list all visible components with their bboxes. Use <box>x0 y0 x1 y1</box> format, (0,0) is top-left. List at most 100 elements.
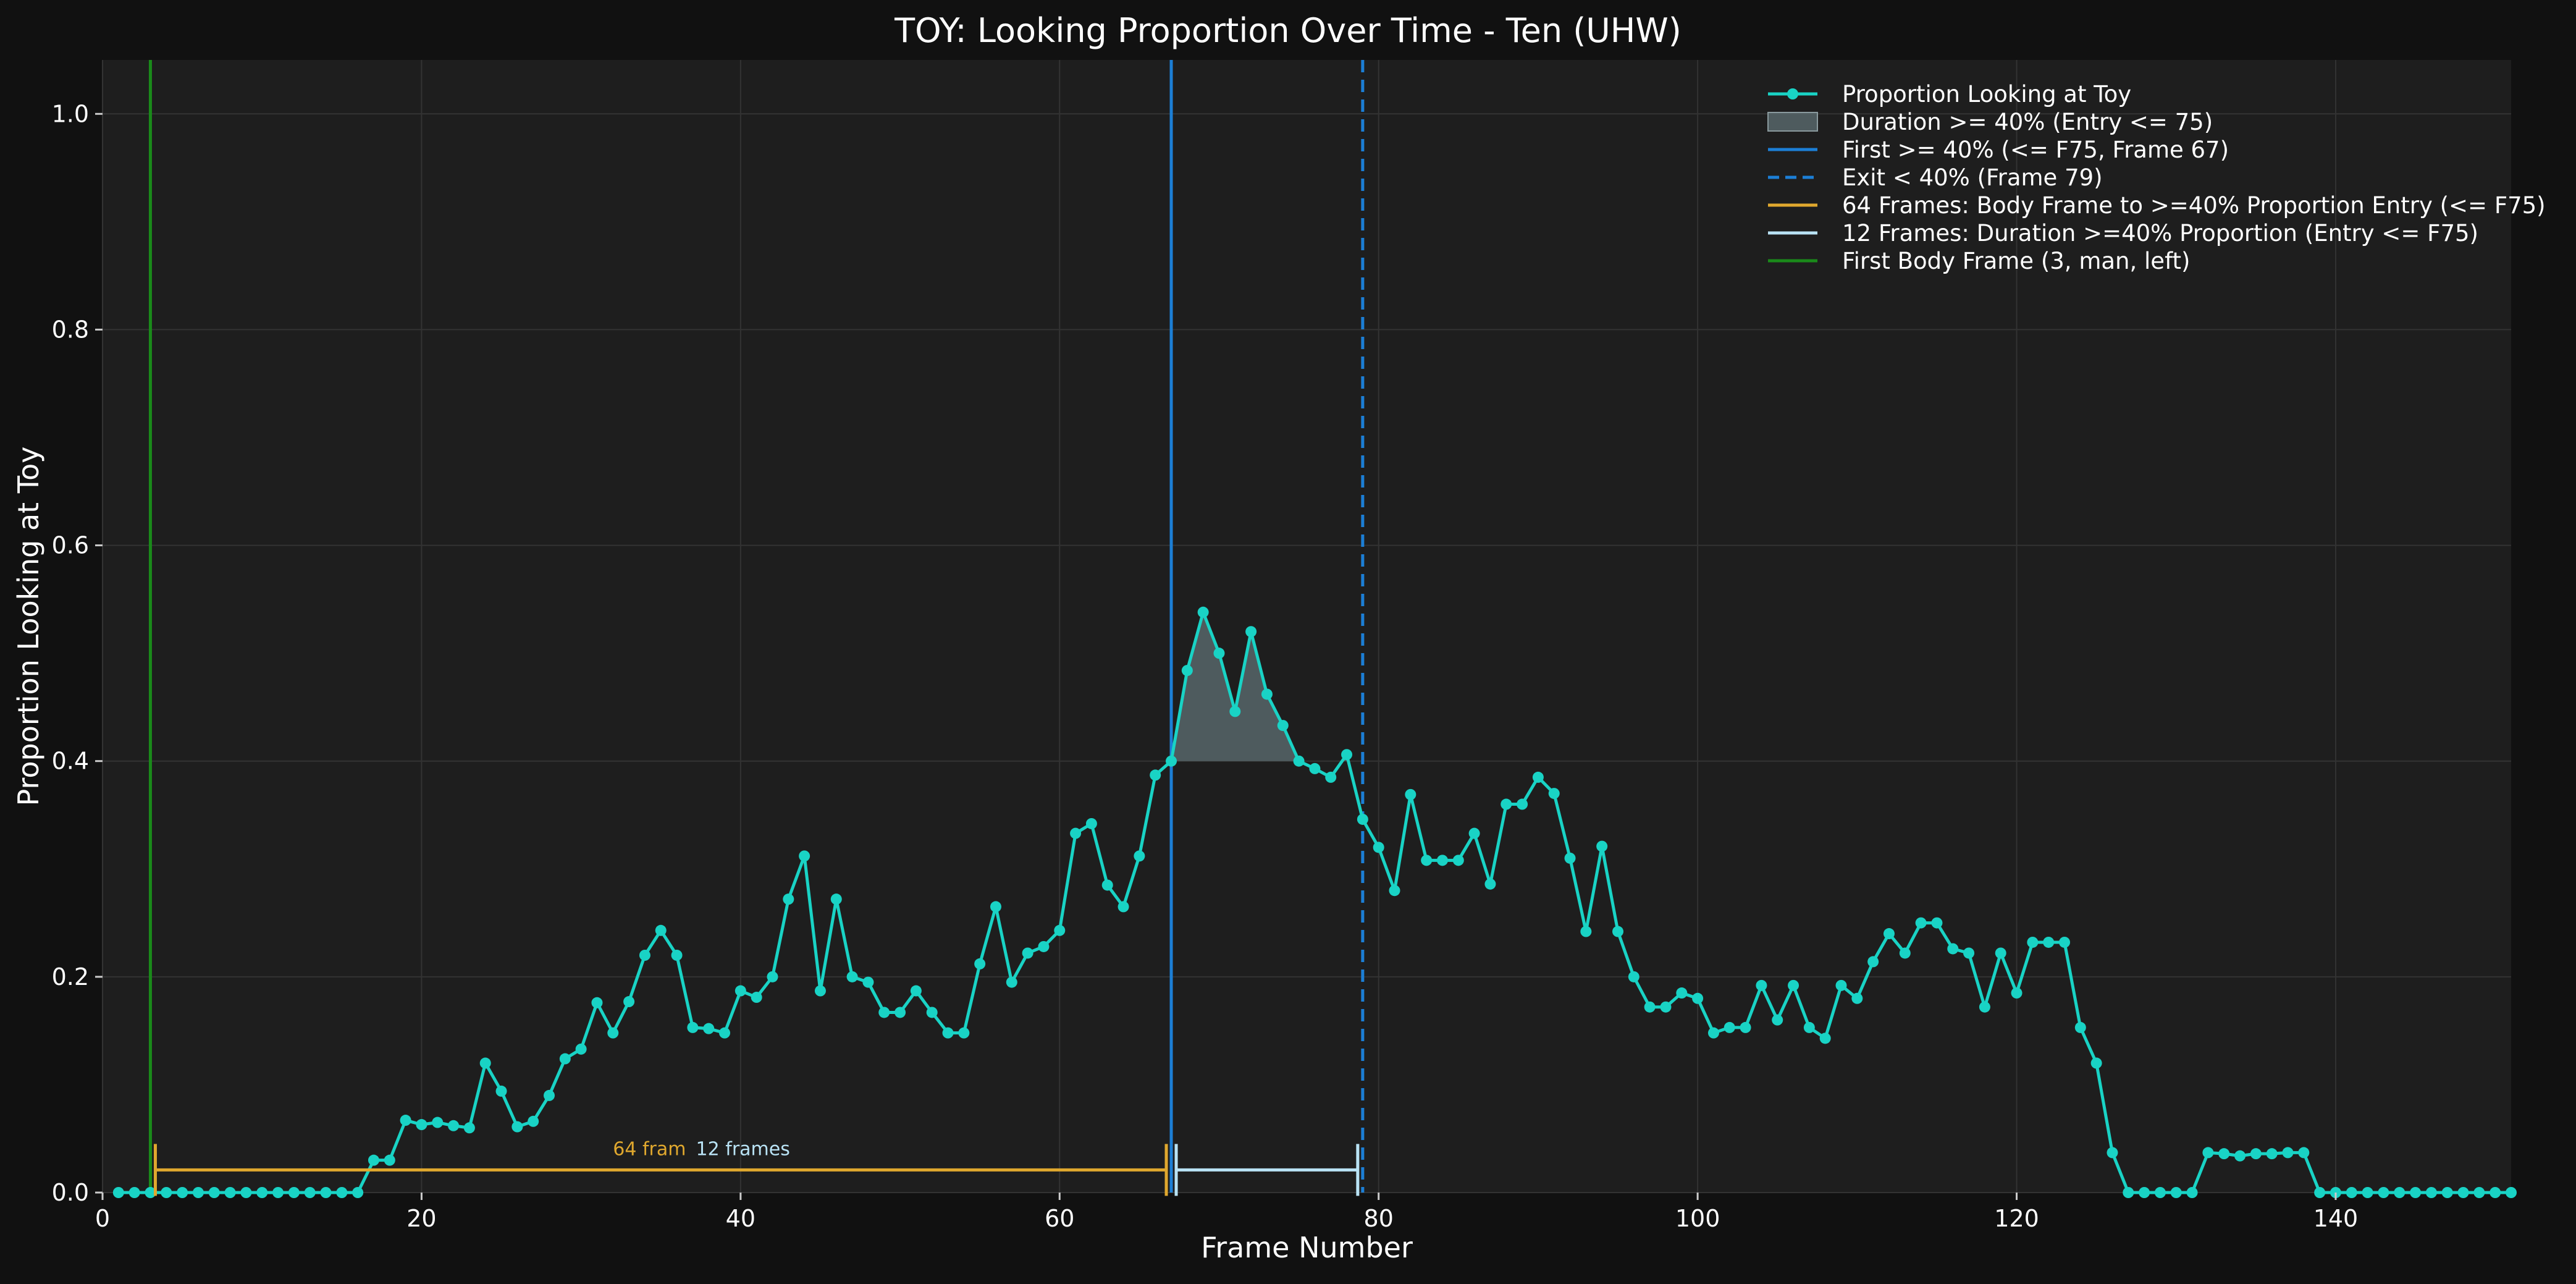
data-point <box>1373 842 1384 853</box>
y-tick-label: 0.6 <box>52 532 89 559</box>
data-point <box>575 1043 587 1055</box>
data-point <box>1740 1021 1751 1033</box>
data-point <box>1851 992 1863 1004</box>
data-point <box>528 1115 539 1127</box>
data-point <box>1022 947 1033 959</box>
data-point <box>128 1187 140 1198</box>
x-tick-label: 80 <box>1364 1205 1394 1232</box>
data-point <box>2027 936 2039 948</box>
data-point <box>1564 852 1576 864</box>
data-point <box>830 893 842 905</box>
data-point <box>974 958 986 969</box>
data-point <box>1341 749 1353 761</box>
data-point <box>894 1007 906 1018</box>
data-point <box>734 985 746 997</box>
data-point <box>751 992 762 1003</box>
data-point <box>1979 1001 1990 1013</box>
data-point <box>607 1027 619 1039</box>
data-point <box>2266 1148 2278 1160</box>
data-point <box>2394 1187 2406 1198</box>
data-point <box>352 1187 364 1198</box>
legend-swatch-marker <box>1787 88 1798 99</box>
data-point <box>1389 885 1400 897</box>
data-point <box>1261 688 1273 700</box>
data-point <box>2457 1187 2469 1198</box>
data-point <box>1197 606 1209 618</box>
data-point <box>288 1187 300 1198</box>
data-point <box>448 1120 460 1131</box>
data-point <box>2090 1057 2102 1069</box>
data-point <box>910 985 922 997</box>
data-point <box>1772 1014 1783 1026</box>
data-point <box>416 1119 427 1131</box>
data-point <box>2186 1187 2198 1198</box>
data-point <box>1660 1001 1672 1013</box>
y-axis-label: Proportion Looking at Toy <box>12 447 45 806</box>
data-point <box>2346 1187 2357 1198</box>
data-point <box>2506 1187 2517 1198</box>
data-point <box>1070 827 1082 839</box>
data-point <box>1325 771 1337 783</box>
data-point <box>384 1154 395 1166</box>
data-point <box>1293 755 1305 767</box>
legend-label: Duration >= 40% (Entry <= 75) <box>1842 109 2213 135</box>
data-point <box>2282 1147 2294 1159</box>
data-point <box>990 901 1001 913</box>
data-point <box>2107 1147 2118 1159</box>
data-point <box>862 976 874 988</box>
data-point <box>1101 879 1113 891</box>
chart-title: TOY: Looking Proportion Over Time - Ten … <box>894 11 1682 50</box>
x-tick-label: 100 <box>1675 1205 1720 1232</box>
data-point <box>479 1057 491 1069</box>
duration-fill-area <box>1171 612 1363 761</box>
axes: 0 20 40 60 80 100 120 140 0.0 0.2 0.4 0.6 0.8 1.0 <box>52 100 2359 1232</box>
x-axis-label: Frame Number <box>1201 1231 1413 1264</box>
data-point <box>336 1187 348 1198</box>
data-point <box>272 1187 284 1198</box>
data-point <box>320 1187 332 1198</box>
x-tick-label: 60 <box>1045 1205 1074 1232</box>
data-point <box>1548 788 1560 800</box>
data-point <box>2441 1187 2453 1198</box>
grid <box>102 60 2511 1193</box>
data-point <box>1947 943 1959 955</box>
x-tick-label: 140 <box>2313 1205 2359 1232</box>
data-point <box>224 1187 236 1198</box>
data-point <box>1405 788 1416 800</box>
data-point <box>1229 706 1241 717</box>
data-point <box>687 1021 699 1033</box>
data-point <box>240 1187 252 1198</box>
data-point <box>2011 987 2022 999</box>
brackets: 64 fram 12 frames <box>153 1138 1360 1196</box>
data-point <box>1883 928 1895 940</box>
data-point <box>671 949 683 961</box>
data-point <box>1915 917 1927 929</box>
data-point <box>2250 1148 2262 1160</box>
data-point <box>400 1115 411 1126</box>
data-point <box>639 949 650 961</box>
data-point <box>1963 947 1975 959</box>
data-point <box>767 971 778 982</box>
data-point <box>878 1007 890 1018</box>
data-point <box>814 985 826 997</box>
legend-label: First >= 40% (<= F75, Frame 67) <box>1842 137 2229 163</box>
data-point <box>1213 648 1225 659</box>
data-point <box>1134 850 1145 862</box>
data-point <box>112 1187 124 1198</box>
data-point <box>2043 936 2055 948</box>
data-point <box>1532 771 1544 783</box>
x-tick-label: 120 <box>1994 1205 2039 1232</box>
y-tick-label: 0.0 <box>52 1179 89 1206</box>
data-point <box>1692 992 1704 1004</box>
y-tick-label: 1.0 <box>52 100 89 127</box>
data-point <box>2298 1147 2310 1159</box>
data-point <box>1150 769 1161 781</box>
fill-layer <box>1171 612 1363 761</box>
data-point <box>495 1085 507 1097</box>
data-point <box>559 1053 571 1065</box>
data-point <box>958 1027 970 1039</box>
data-point <box>2202 1147 2214 1159</box>
data-point <box>1676 987 1688 999</box>
data-point <box>1867 956 1879 968</box>
data-point <box>655 924 667 936</box>
